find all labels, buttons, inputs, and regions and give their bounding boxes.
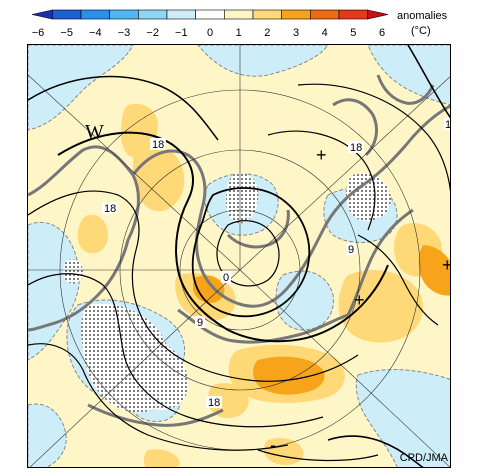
colorbar-tick-label: −1 [175, 27, 188, 39]
contour-label: 9 [346, 243, 356, 256]
contour-label: 18 [150, 138, 166, 151]
colorbar-tick-label: −3 [118, 27, 131, 39]
colorbar-cell [109, 9, 139, 20]
temperature-anomaly-map: 18 18 18 18 9 9 [27, 44, 451, 468]
colorbar-cell [166, 9, 196, 20]
colorbar-cell [80, 9, 110, 20]
colorbar-cell [281, 9, 311, 20]
colorbar-graphic: −6 −5 −4 −3 −2 −1 0 1 2 3 4 5 6 [31, 9, 389, 39]
credit-text: CPD/JMA [399, 452, 448, 464]
svg-text:9: 9 [197, 317, 203, 329]
colorbar-cell [138, 9, 168, 20]
colorbar-tick-label: 0 [207, 27, 213, 39]
colorbar-tick-label: −2 [146, 27, 159, 39]
contour-label: 18 [102, 202, 118, 215]
svg-text:18: 18 [152, 139, 164, 151]
legend-unit: (°C) [411, 25, 431, 37]
colorbar-tick-label: 2 [264, 27, 270, 39]
colorbar-cell [310, 9, 340, 20]
colorbar-tick-label: −6 [32, 27, 45, 39]
svg-text:18: 18 [208, 397, 220, 409]
legend-title: anomalies [397, 10, 448, 22]
contour-label-group: 18 18 18 18 9 9 [102, 138, 364, 409]
contour-label: 18 [206, 396, 222, 409]
colorbar-legend: −6 −5 −4 −3 −2 −1 0 1 2 3 4 5 6 anomalies (°C) [0, 0, 479, 42]
svg-text:18: 18 [350, 142, 362, 154]
colorbar-cell [338, 9, 368, 20]
edge-contour-label: 1 [445, 119, 451, 131]
colorbar-tick-label: −4 [89, 27, 102, 39]
colorbar-tick-label: 3 [293, 27, 299, 39]
colorbar-cell [52, 9, 82, 20]
plus-symbol: + [442, 255, 451, 275]
warm-symbol-w: W [85, 121, 104, 143]
contour-label: 0 [221, 271, 231, 284]
plus-symbol: + [354, 290, 365, 310]
colorbar-tick-label: 6 [379, 27, 385, 39]
height-contours [28, 45, 450, 467]
colorbar-tick-label: −5 [60, 27, 73, 39]
colorbar-min-arrow [31, 9, 53, 20]
colorbar-tick-label: 5 [350, 27, 356, 39]
contour-label: 9 [195, 316, 205, 329]
colorbar-cell [252, 9, 282, 20]
colorbar-cell [224, 9, 254, 20]
colorbar-max-arrow [367, 9, 389, 20]
polar-stereographic-map: 18 18 18 18 9 9 [28, 45, 451, 467]
contour-label: 18 [348, 141, 364, 154]
minus-symbol: - [270, 435, 276, 455]
svg-text:18: 18 [104, 203, 116, 215]
map-symbols: W + + - + 1 [85, 118, 451, 455]
colorbar-tick-label: 1 [236, 27, 242, 39]
svg-text:0: 0 [223, 272, 229, 284]
plus-symbol: + [316, 145, 327, 165]
svg-text:9: 9 [348, 244, 354, 256]
colorbar-cell [195, 9, 225, 20]
colorbar-tick-label: 4 [322, 27, 328, 39]
